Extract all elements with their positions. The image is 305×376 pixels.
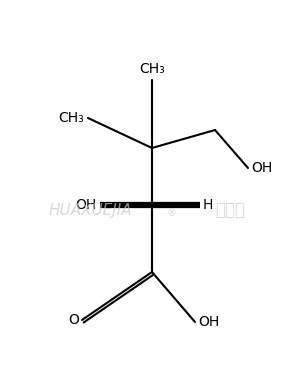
Text: O: O <box>68 313 79 327</box>
Text: ®: ® <box>167 208 177 218</box>
Text: H: H <box>203 198 214 212</box>
Text: 化学加: 化学加 <box>215 201 245 219</box>
Text: OH: OH <box>76 198 97 212</box>
Text: CH₃: CH₃ <box>139 62 165 76</box>
Text: CH₃: CH₃ <box>58 111 84 125</box>
Text: OH: OH <box>198 315 219 329</box>
Text: OH: OH <box>251 161 272 175</box>
Text: HUAXUEJIA: HUAXUEJIA <box>48 203 132 217</box>
